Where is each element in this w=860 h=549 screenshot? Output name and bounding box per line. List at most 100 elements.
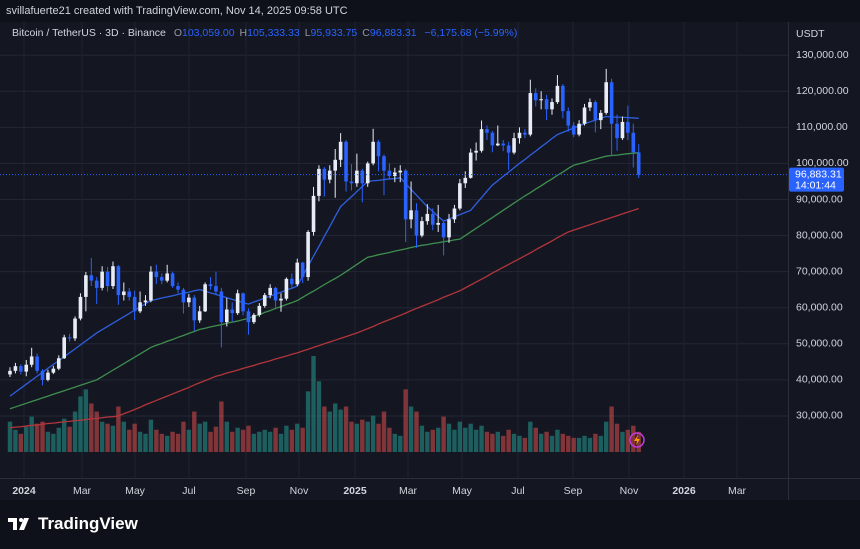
candle-body [561, 85, 565, 112]
candle-body [463, 177, 468, 184]
candle-body [349, 181, 354, 184]
candle-body [376, 141, 381, 157]
candle-body [246, 311, 251, 323]
volume-bar [555, 429, 560, 452]
volume-bar [202, 421, 208, 452]
candle-body [571, 125, 576, 135]
candle-body [306, 231, 310, 278]
volume-bar [327, 411, 332, 452]
candle-body [468, 152, 473, 178]
volume-bar [360, 419, 365, 452]
candle-body [105, 271, 110, 287]
candle-body [490, 132, 495, 146]
candle-body [203, 284, 207, 312]
candle-body [219, 291, 224, 323]
volume-bar [154, 429, 159, 452]
y-tick-label: 70,000.00 [796, 265, 843, 277]
candle-body [409, 210, 413, 220]
ohlc-value: 103,059.00 [181, 27, 235, 39]
volume-bar [175, 433, 181, 452]
candle-body [225, 309, 229, 323]
y-tick-label: 80,000.00 [796, 229, 843, 241]
candle-body [452, 208, 457, 220]
volume-bar [305, 391, 311, 452]
candle-body [208, 284, 213, 287]
candle-body [19, 366, 23, 372]
volume-bar [587, 437, 593, 452]
volume-bar [132, 423, 137, 452]
candle-body [626, 121, 630, 133]
volume-bar [533, 427, 538, 452]
volume-bar [159, 433, 164, 452]
candle-body [577, 123, 581, 135]
volume-bar [517, 435, 522, 452]
volume-bar [631, 425, 636, 452]
alert-icon[interactable] [629, 432, 645, 448]
candle-body [403, 170, 408, 220]
volume-bar [262, 429, 267, 452]
volume-bar [289, 429, 295, 452]
candle-body [300, 262, 305, 278]
brand-name: TradingView [38, 514, 138, 533]
candle-body [327, 170, 332, 180]
candle-body [588, 102, 592, 108]
candle-body [149, 271, 153, 301]
ohlc-key: C [362, 27, 370, 39]
candle-body [523, 132, 527, 135]
volume-bar [636, 431, 641, 452]
volume-bar [170, 431, 175, 452]
candle-body [154, 271, 159, 278]
candle-body [284, 278, 289, 299]
volume-bar [29, 416, 34, 452]
volume-bar [208, 431, 213, 452]
volume-bar [370, 415, 376, 452]
volume-bar [116, 406, 121, 452]
volume-bar [333, 403, 338, 452]
candle-body [73, 318, 77, 339]
candle-body [51, 368, 56, 373]
candle-body [241, 293, 245, 312]
candle-body [506, 145, 511, 153]
candle-body [533, 93, 538, 101]
volume-bar [598, 435, 603, 452]
x-tick-label: 2025 [343, 485, 367, 497]
last-price-label: 96,883.31 [795, 168, 842, 180]
volume-bar [430, 429, 435, 452]
volume-bar [349, 421, 354, 452]
volume-bar [83, 389, 89, 452]
volume-bar [284, 425, 289, 452]
candle-body [398, 170, 403, 173]
ohlc-values: O103,059.00 H105,333.33 L95,933.75 C96,883.… [169, 27, 417, 39]
candle-body [24, 364, 29, 372]
moving-average-line [9, 151, 639, 410]
candle-body [387, 170, 392, 177]
volume-bar [143, 433, 148, 452]
candle-body [430, 213, 435, 225]
volume-bar [528, 421, 533, 452]
volume-bar [257, 431, 262, 452]
candle-body [604, 82, 608, 113]
volume-bar [316, 381, 322, 452]
candle-body [441, 222, 446, 238]
x-tick-label: May [452, 485, 473, 497]
volume-bar [99, 421, 105, 452]
candle-body [94, 280, 99, 288]
candle-body [116, 266, 121, 296]
volume-bar [376, 423, 381, 452]
volume-bar [614, 423, 620, 452]
candle-body [214, 286, 218, 292]
candle-body [143, 300, 148, 303]
candle-body [479, 129, 484, 151]
candle-body [550, 102, 554, 110]
candle-body [176, 286, 180, 290]
volume-bar [501, 435, 506, 452]
symbol-legend: Bitcoin / TetherUS · 3D · Binance O103,0… [12, 27, 517, 39]
candle-body [528, 93, 533, 135]
volume-bar [105, 423, 110, 452]
candle-body [420, 221, 424, 236]
candle-body [365, 163, 370, 184]
y-tick-label: 120,000.00 [796, 85, 849, 97]
candle-body [496, 143, 500, 146]
volume-bar [13, 429, 18, 452]
candle-body [311, 195, 316, 232]
